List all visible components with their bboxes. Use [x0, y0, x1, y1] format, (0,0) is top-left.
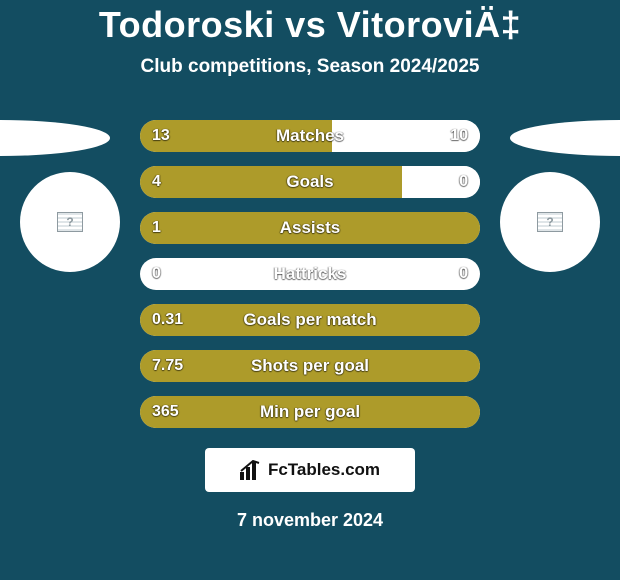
infographic-root: Todoroski vs VitoroviÄ‡ Club competition… [0, 0, 620, 580]
stat-bar-value-left: 4 [152, 166, 161, 198]
page-subtitle: Club competitions, Season 2024/2025 [141, 56, 480, 78]
stat-bar: Matches13 10 [140, 120, 480, 152]
flag-placeholder-icon: ? [57, 212, 83, 232]
stat-bar-label: Shots per goal [140, 350, 480, 382]
stat-bar-value-right: 0 [459, 258, 468, 290]
stat-bar-value-right: 10 [450, 120, 468, 152]
stat-bar-value-left: 0.31 [152, 304, 183, 336]
stat-bar-value-left: 0 [152, 258, 161, 290]
stat-bar: Hattricks0 0 [140, 258, 480, 290]
stat-bar-label: Goals [140, 166, 480, 198]
stat-bar-value-left: 7.75 [152, 350, 183, 382]
stat-bar: Goals4 0 [140, 166, 480, 198]
stat-bar-value-right: 0 [459, 166, 468, 198]
page-title: Todoroski vs VitoroviÄ‡ [99, 4, 521, 46]
stat-bar: Goals per match0.31 [140, 304, 480, 336]
deco-ellipse-left [0, 120, 110, 156]
stat-bar: Min per goal365 [140, 396, 480, 428]
chart-icon [240, 460, 262, 480]
stat-bar: Assists1 [140, 212, 480, 244]
stat-bar-label: Min per goal [140, 396, 480, 428]
stat-bar-value-left: 13 [152, 120, 170, 152]
flag-placeholder-icon: ? [537, 212, 563, 232]
stat-bar-label: Hattricks [140, 258, 480, 290]
stat-bar: Shots per goal7.75 [140, 350, 480, 382]
stat-bar-label: Goals per match [140, 304, 480, 336]
player-badge-right: ? [500, 172, 600, 272]
stat-bar-label: Assists [140, 212, 480, 244]
deco-ellipse-right [510, 120, 620, 156]
stat-bar-value-left: 1 [152, 212, 161, 244]
stat-bar-value-left: 365 [152, 396, 179, 428]
source-badge-text: FcTables.com [268, 460, 380, 480]
source-badge: FcTables.com [205, 448, 415, 492]
stat-bars: Matches1310Goals40Assists1Hattricks00Goa… [140, 120, 480, 428]
stat-bar-label: Matches [140, 120, 480, 152]
generated-date: 7 november 2024 [237, 510, 383, 531]
player-badge-left: ? [20, 172, 120, 272]
